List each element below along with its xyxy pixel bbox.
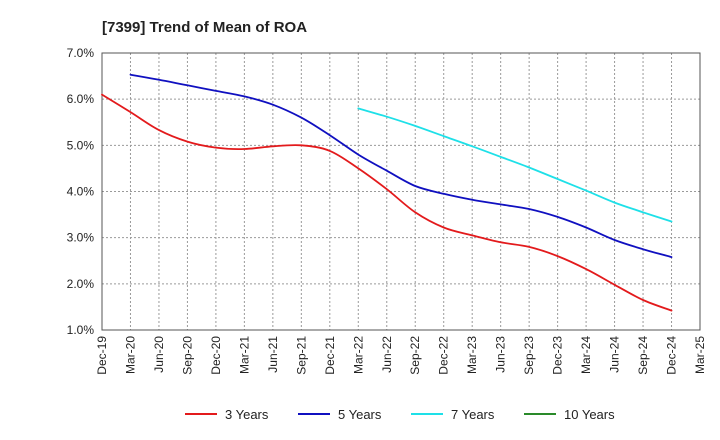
grid	[102, 53, 700, 330]
legend: 3 Years 5 Years 7 Years 10 Years	[185, 407, 615, 422]
y-tick-label: 1.0%	[67, 323, 95, 337]
x-tick-label: Dec-19	[95, 336, 109, 375]
series-line-3-years	[101, 93, 673, 312]
x-axis: Dec-19 Mar-20 Jun-20 Sep-20 Dec-20 Mar-21 Jun-…	[95, 336, 707, 375]
y-axis: 1.0% 2.0% 3.0% 4.0% 5.0% 6.0% 7.0%	[67, 46, 95, 337]
x-tick-label: Jun-22	[380, 336, 394, 373]
x-tick-label: Jun-23	[494, 336, 508, 373]
chart-title: [7399] Trend of Mean of ROA	[102, 19, 307, 36]
x-tick-label: Dec-22	[437, 336, 451, 375]
plot-area	[101, 52, 701, 331]
x-tick-label: Dec-24	[665, 336, 679, 375]
x-tick-label: Sep-23	[522, 336, 536, 375]
series-line-5-years	[129, 73, 673, 258]
y-tick-label: 7.0%	[67, 46, 95, 60]
x-tick-label: Jun-21	[266, 336, 280, 373]
y-tick-label: 4.0%	[67, 185, 95, 199]
x-tick-label: Mar-25	[693, 336, 707, 374]
legend-label-3-years: 3 Years	[225, 407, 269, 422]
x-tick-label: Dec-23	[551, 336, 565, 375]
x-tick-label: Mar-20	[123, 336, 137, 374]
y-tick-label: 2.0%	[67, 277, 95, 291]
x-tick-label: Dec-21	[323, 336, 337, 375]
x-tick-label: Jun-20	[152, 336, 166, 373]
x-tick-label: Sep-22	[408, 336, 422, 375]
x-tick-label: Sep-21	[294, 336, 308, 375]
series-line-7-years	[357, 107, 673, 223]
series-lines	[101, 73, 673, 312]
x-tick-label: Dec-20	[209, 336, 223, 375]
x-tick-label: Mar-24	[579, 336, 593, 374]
x-tick-label: Sep-24	[636, 336, 650, 375]
legend-label-7-years: 7 Years	[451, 407, 495, 422]
x-tick-label: Mar-23	[465, 336, 479, 374]
x-tick-label: Jun-24	[608, 336, 622, 373]
y-tick-label: 3.0%	[67, 231, 95, 245]
y-tick-label: 5.0%	[67, 138, 95, 152]
x-tick-label: Sep-20	[180, 336, 194, 375]
y-tick-label: 6.0%	[67, 92, 95, 106]
x-tick-label: Mar-21	[237, 336, 251, 374]
legend-label-10-years: 10 Years	[564, 407, 615, 422]
legend-label-5-years: 5 Years	[338, 407, 382, 422]
x-tick-label: Mar-22	[351, 336, 365, 374]
